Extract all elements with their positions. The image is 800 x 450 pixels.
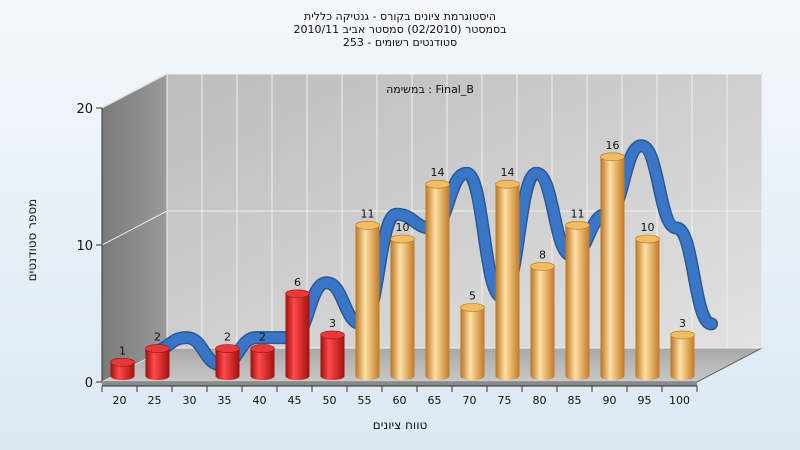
title-line-3: סטודנטים רשומים - 253 <box>342 36 458 49</box>
bar-body <box>250 348 275 380</box>
bar <box>635 234 660 380</box>
bar-body <box>320 334 345 380</box>
bar-body <box>495 184 520 380</box>
bar-body <box>530 266 555 380</box>
bar-value-label: 16 <box>606 139 620 152</box>
x-tick-label: 85 <box>568 394 582 407</box>
bar-top <box>110 357 135 367</box>
bar-value-label: 11 <box>571 207 585 220</box>
bar-top <box>425 179 450 189</box>
bar-value-label: 1 <box>119 344 126 357</box>
x-tick-label: 45 <box>288 394 302 407</box>
bar-body <box>635 239 660 380</box>
bar-value-label: 14 <box>501 166 515 179</box>
bar-value-label: 2 <box>259 331 266 344</box>
bar <box>390 234 415 380</box>
bar-top <box>250 344 275 353</box>
bar-body <box>285 293 310 380</box>
x-tick-label: 100 <box>669 394 690 407</box>
bar-value-label: 2 <box>154 331 161 344</box>
y-tick-label: 10 <box>76 239 93 254</box>
x-tick-label: 20 <box>113 394 127 407</box>
bar-body <box>460 307 485 380</box>
bar-value-label: 3 <box>679 317 686 330</box>
x-tick-label: 65 <box>428 394 442 407</box>
floor-edge <box>102 382 697 386</box>
x-tick-label: 55 <box>358 394 372 407</box>
bar-value-label: 3 <box>329 317 336 330</box>
bar-body <box>215 348 240 380</box>
bar-top <box>285 289 310 299</box>
bar-top <box>635 234 660 244</box>
bar-top <box>390 234 415 244</box>
bar <box>565 221 590 380</box>
bar-top <box>215 344 240 353</box>
title-line-2: בסמסטר (02/2010) סמסטר אביב 2010/11 <box>293 23 507 36</box>
bar-value-label: 10 <box>641 221 655 234</box>
grid-line-depth <box>101 73 168 109</box>
x-tick-label: 35 <box>218 394 232 407</box>
bar-top <box>600 152 625 162</box>
x-tick-label: 40 <box>253 394 267 407</box>
bar-top <box>565 221 590 230</box>
x-tick-label: 60 <box>393 394 407 407</box>
bar <box>215 344 240 380</box>
bar-body <box>145 348 170 380</box>
bar-body <box>670 334 695 380</box>
bar-value-label: 10 <box>396 221 410 234</box>
x-tick-label: 50 <box>323 394 337 407</box>
bar <box>110 357 135 380</box>
bar-top <box>145 344 170 353</box>
bar-top <box>320 330 345 340</box>
bar-top <box>460 303 485 312</box>
y-tick-label: 0 <box>85 376 93 391</box>
bar-value-label: 11 <box>361 207 375 220</box>
bar <box>495 179 520 380</box>
bar-value-label: 5 <box>469 290 476 303</box>
bar <box>250 344 275 380</box>
x-tick-label: 80 <box>533 394 547 407</box>
bar-value-label: 8 <box>539 248 546 261</box>
x-tick-label: 70 <box>463 394 477 407</box>
title-line-1: היסטוגרמת ציונים בקורס - גנטיקה כללית <box>304 10 496 23</box>
bar <box>670 330 695 380</box>
bar-body <box>425 184 450 380</box>
bar <box>355 221 380 380</box>
bar <box>285 289 310 380</box>
bar <box>530 262 555 380</box>
y-axis-label: מספר סטודנטים <box>25 198 39 282</box>
bar <box>145 344 170 380</box>
y-tick-label: 20 <box>76 102 93 117</box>
bar-top <box>670 330 695 340</box>
x-tick-label: 30 <box>183 394 197 407</box>
x-tick-label: 95 <box>638 394 652 407</box>
bar-body <box>355 225 380 380</box>
x-axis-label: טווח ציונים <box>372 418 428 432</box>
bar <box>600 152 625 380</box>
bar-value-label: 6 <box>294 276 301 289</box>
x-tick-label: 25 <box>148 394 162 407</box>
grid-line-depth <box>101 210 168 246</box>
bar-body <box>110 362 135 380</box>
bar <box>320 330 345 380</box>
x-tick-label: 90 <box>603 394 617 407</box>
bar-body <box>565 225 590 380</box>
bar-value-label: 14 <box>431 166 445 179</box>
bar <box>460 303 485 380</box>
bar <box>425 179 450 380</box>
chart-title: היסטוגרמת ציונים בקורס - גנטיקה כללית בס… <box>0 10 800 49</box>
chart-annotation: במשימה : Final_B <box>386 83 474 96</box>
bar-value-label: 2 <box>224 331 231 344</box>
trend-ribbon <box>146 140 717 370</box>
bar-top <box>530 262 555 271</box>
bar-body <box>390 239 415 380</box>
bar-top <box>495 179 520 189</box>
x-tick-label: 75 <box>498 394 512 407</box>
bar-body <box>600 156 625 380</box>
bar-top <box>355 221 380 230</box>
